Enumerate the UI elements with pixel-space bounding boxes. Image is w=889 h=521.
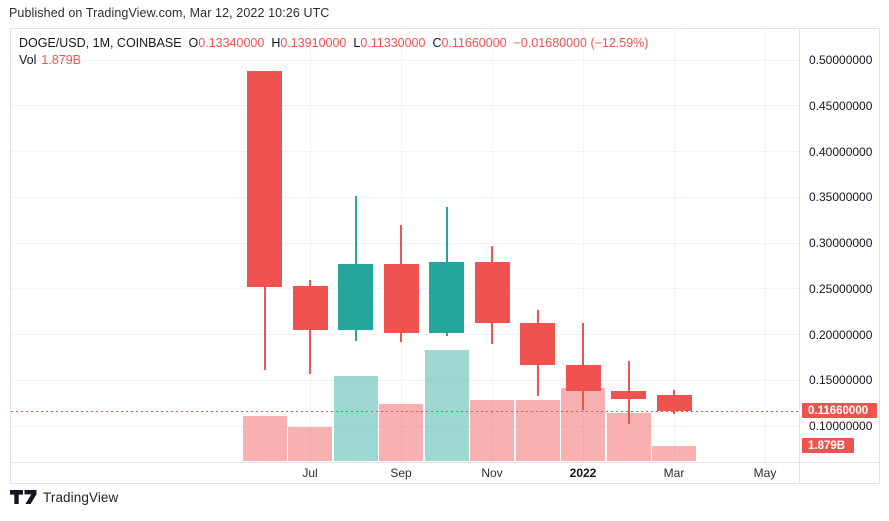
last-price-line: [11, 411, 799, 412]
chart-plot-area[interactable]: DOGE/USD, 1M, COINBASE O0.13340000 H0.1391…: [11, 29, 799, 462]
chart-frame: DOGE/USD, 1M, COINBASE O0.13340000 H0.1391…: [10, 28, 880, 484]
x-axis-label-jul: Jul: [302, 466, 318, 480]
candle-jan-2022: [565, 364, 601, 392]
h-gridline: [11, 59, 799, 61]
x-axis-label-may: May: [753, 466, 777, 480]
tradingview-brand-text: TradingView: [43, 490, 119, 505]
h-gridline: [11, 196, 799, 198]
volume-bar-oct-2021: [424, 350, 469, 461]
legend-close: C0.11660000: [432, 36, 507, 50]
h-gridline: [11, 151, 799, 152]
chart-legend: DOGE/USD, 1M, COINBASE O0.13340000 H0.1391…: [19, 35, 648, 52]
candle-oct-2021: [429, 262, 464, 333]
y-axis-label: 0.50000000: [809, 53, 873, 67]
y-axis-label: 0.25000000: [809, 281, 873, 296]
candle-feb-2022: [611, 391, 646, 400]
x-axis-label-mar: Mar: [663, 466, 685, 480]
volume-label: Vol: [19, 53, 37, 67]
legend-open: O0.13340000: [188, 36, 265, 50]
y-axis-label: 0.35000000: [809, 190, 873, 205]
y-axis-label: 0.40000000: [809, 144, 873, 159]
candle-jul-2021: [292, 286, 328, 330]
last-volume-badge: 1.879B: [802, 438, 854, 454]
axis-corner-separator: [799, 463, 800, 484]
last-price-badge: 0.11660000: [802, 403, 877, 419]
published-caption: Published on TradingView.com, Mar 12, 20…: [9, 6, 330, 20]
legend-change: −0.01680000 (−12.59%): [513, 36, 649, 50]
h-gridline: [11, 334, 799, 335]
volume-bar-mar-2022: [652, 445, 696, 461]
v-gridline: [492, 29, 493, 462]
symbol-title: DOGE/USD, 1M, COINBASE: [19, 36, 182, 50]
y-axis-label: 0.10000000: [809, 419, 873, 433]
h-gridline: [11, 105, 799, 107]
volume-bar-dec-2021: [515, 400, 560, 461]
v-gridline: [674, 29, 675, 462]
h-gridline: [11, 242, 799, 244]
candle-mar-2022: [656, 395, 692, 411]
legend-low: L0.11330000: [353, 36, 426, 50]
volume-bar-jul-2021: [288, 426, 332, 461]
volume-bar-sep-2021: [379, 404, 423, 461]
y-axis-label: 0.45000000: [809, 98, 873, 113]
candle-jun-2021: [247, 70, 282, 287]
y-axis-label: 0.15000000: [809, 373, 873, 388]
volume-bar-nov-2021: [470, 400, 514, 461]
x-axis-label-2022: 2022: [569, 466, 597, 480]
volume-value: 1.879B: [41, 53, 82, 67]
time-axis[interactable]: Jul Sep Nov 2022 Mar May: [11, 462, 879, 484]
volume-legend: Vol 1.879B: [19, 52, 81, 69]
candle-nov-2021: [474, 262, 510, 323]
y-axis-label: 0.20000000: [809, 327, 873, 342]
x-axis-label-nov: Nov: [481, 466, 503, 480]
price-axis[interactable]: 0.11660000 1.879B 0.50000000 0.45000000 0.…: [799, 29, 880, 462]
volume-bar-aug-2021: [333, 376, 378, 461]
h-gridline: [11, 425, 799, 427]
candle-aug-2021: [338, 264, 373, 330]
v-gridline: [583, 29, 584, 462]
v-gridline: [765, 29, 766, 462]
volume-bar-jun-2021: [242, 416, 287, 461]
candle-dec-2021: [520, 322, 555, 365]
h-gridline: [11, 379, 799, 381]
y-axis-label: 0.30000000: [809, 236, 873, 250]
v-gridline: [310, 29, 311, 462]
x-axis-label-sep: Sep: [390, 466, 412, 480]
legend-high: H0.13910000: [271, 36, 347, 50]
candle-sep-2021: [383, 264, 419, 333]
tradingview-logo-icon: [10, 490, 37, 504]
tradingview-footer[interactable]: TradingView: [10, 490, 118, 505]
